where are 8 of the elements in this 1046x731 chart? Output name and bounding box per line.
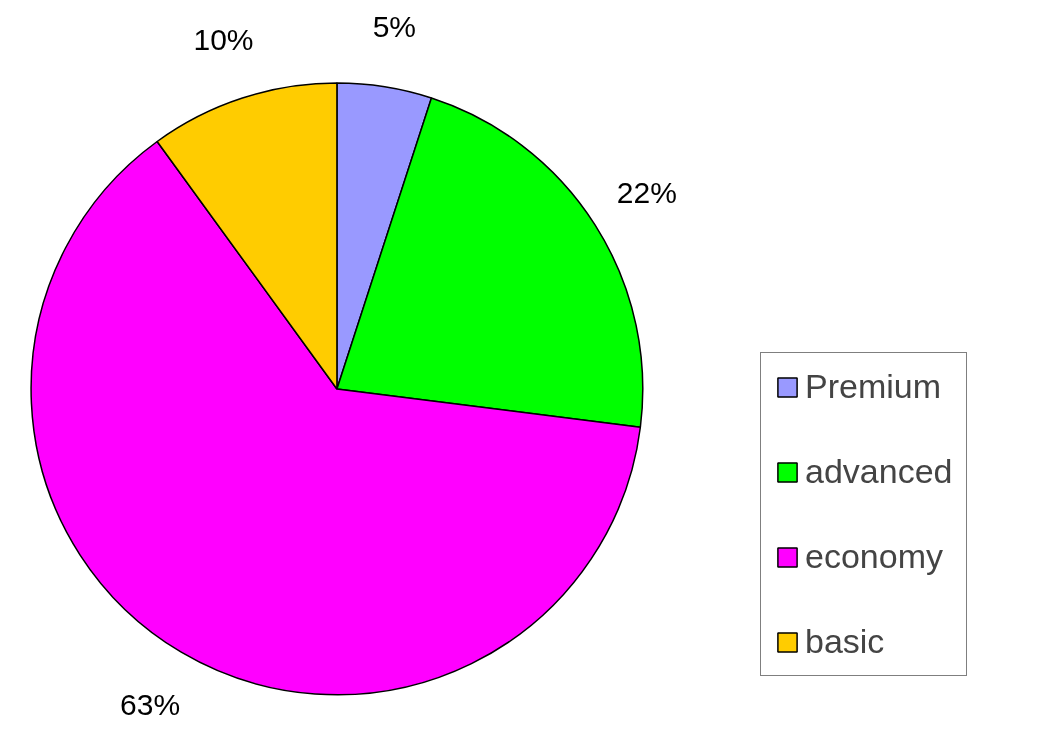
legend-label: Premium bbox=[805, 367, 942, 406]
legend-label: basic bbox=[805, 622, 885, 661]
data-label: 22% bbox=[616, 175, 677, 209]
legend-label: economy bbox=[805, 537, 943, 576]
data-label: 5% bbox=[372, 9, 417, 43]
data-label: 63% bbox=[120, 688, 181, 722]
legend-label: advanced bbox=[805, 452, 953, 491]
data-label: 10% bbox=[193, 23, 254, 57]
